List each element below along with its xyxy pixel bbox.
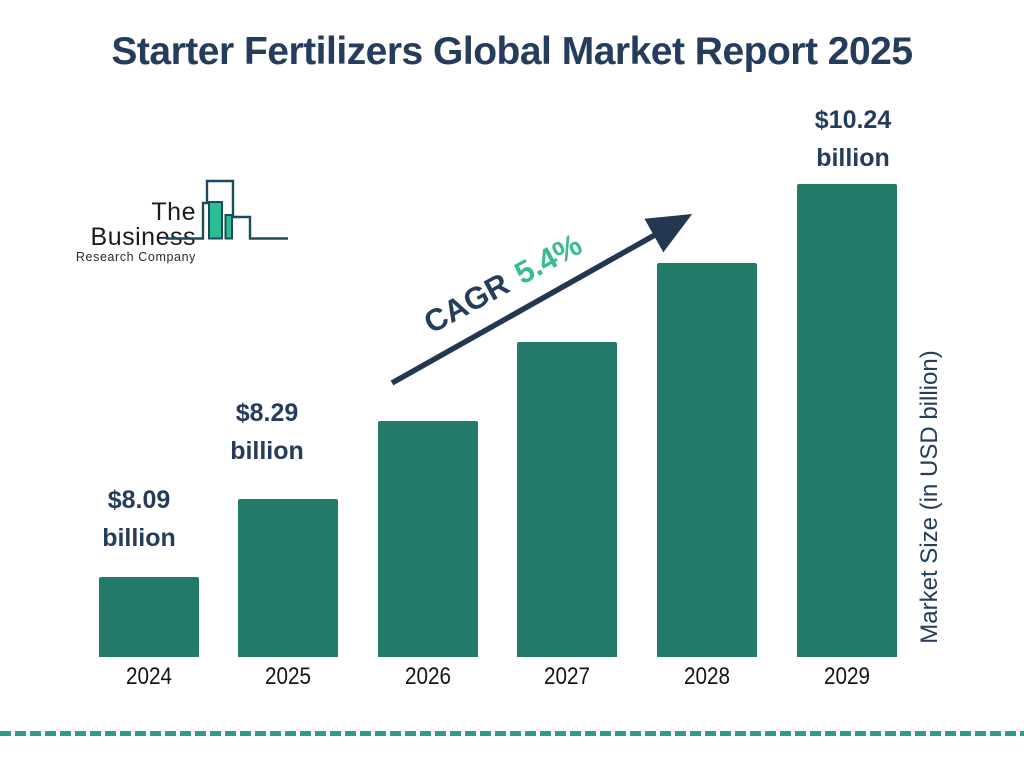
bar-2025 [238, 499, 338, 657]
value-amount: $8.09 [107, 486, 171, 514]
value-amount: $8.29 [235, 399, 299, 427]
bar-2029 [797, 184, 897, 657]
value-unit: billion [102, 524, 176, 552]
x-tick-2026: 2026 [405, 663, 451, 690]
page-title: Starter Fertilizers Global Market Report… [111, 30, 913, 73]
logo-text: The Business Research Company [60, 198, 196, 265]
bar-2026 [378, 421, 478, 657]
x-tick-2028: 2028 [684, 663, 730, 690]
y-axis-label: Market Size (in USD billion) [916, 350, 943, 644]
logo-text-secondary: Research Company [75, 250, 196, 264]
bottom-dashed-divider [0, 731, 1024, 736]
logo-bar-chart-icon [166, 179, 288, 240]
value-label-2029: $10.24 billion [768, 101, 938, 177]
growth-arrow-icon [390, 213, 693, 386]
logo-text-primary: The Business [90, 198, 196, 251]
value-amount: $10.24 [814, 106, 892, 134]
x-tick-2029: 2029 [824, 663, 870, 690]
x-tick-2027: 2027 [544, 663, 590, 690]
value-unit: billion [816, 144, 890, 172]
x-tick-2024: 2024 [126, 663, 172, 690]
value-label-2024: $8.09 billion [54, 481, 224, 557]
bar-2028 [657, 263, 757, 657]
value-label-2025: $8.29 billion [182, 394, 352, 470]
x-tick-2025: 2025 [265, 663, 311, 690]
bar-2027 [517, 342, 617, 657]
bar-2024 [99, 577, 199, 657]
value-unit: billion [230, 437, 304, 465]
logo: The Business Research Company [60, 178, 300, 264]
